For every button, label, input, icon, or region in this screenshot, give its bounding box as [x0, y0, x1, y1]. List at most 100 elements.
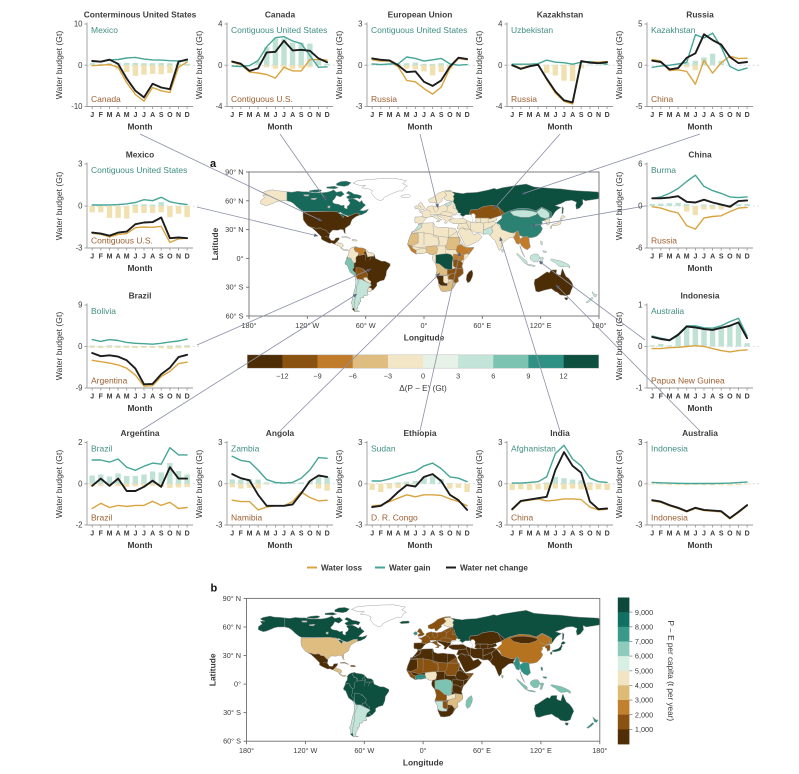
svg-text:3,000: 3,000 — [635, 696, 653, 705]
svg-text:Papua New Guinea: Papua New Guinea — [651, 376, 725, 386]
svg-text:M: M — [387, 531, 393, 538]
svg-text:Water budget (Gt): Water budget (Gt) — [54, 312, 64, 381]
svg-text:F: F — [659, 394, 664, 401]
svg-text:A: A — [290, 531, 295, 538]
svg-text:Month: Month — [267, 540, 292, 550]
svg-text:M: M — [527, 112, 533, 119]
svg-text:N: N — [176, 112, 181, 119]
svg-text:60° W: 60° W — [354, 746, 374, 755]
svg-text:180°: 180° — [591, 321, 606, 330]
svg-text:F: F — [659, 254, 664, 261]
svg-text:a: a — [210, 158, 217, 170]
svg-text:O: O — [447, 531, 453, 538]
svg-text:M: M — [684, 112, 690, 119]
svg-text:Water budget (Gt): Water budget (Gt) — [614, 172, 624, 241]
svg-text:A: A — [116, 112, 121, 119]
svg-text:A: A — [430, 531, 435, 538]
svg-text:J: J — [693, 112, 697, 119]
svg-text:3: 3 — [456, 372, 460, 381]
svg-text:0: 0 — [638, 61, 643, 70]
svg-text:J: J — [413, 531, 417, 538]
svg-text:D: D — [185, 112, 190, 119]
svg-text:0: 0 — [218, 479, 223, 488]
svg-text:60° S: 60° S — [223, 737, 241, 746]
svg-text:A: A — [536, 112, 541, 119]
svg-text:N: N — [456, 112, 461, 119]
svg-text:Water budget (Gt): Water budget (Gt) — [54, 31, 64, 100]
svg-text:-1: -1 — [636, 384, 643, 393]
svg-text:D: D — [605, 531, 610, 538]
svg-text:Canada: Canada — [265, 10, 296, 20]
svg-text:J: J — [702, 531, 706, 538]
svg-text:3: 3 — [358, 438, 362, 447]
svg-text:Canada: Canada — [91, 94, 121, 104]
svg-text:30° N: 30° N — [223, 651, 241, 660]
svg-text:60° N: 60° N — [225, 196, 243, 205]
svg-text:5: 5 — [638, 20, 643, 29]
svg-text:S: S — [579, 112, 584, 119]
svg-text:O: O — [167, 254, 173, 261]
svg-text:D: D — [185, 394, 190, 401]
svg-text:N: N — [316, 112, 321, 119]
svg-text:Latitude: Latitude — [208, 653, 218, 686]
svg-text:M: M — [544, 531, 550, 538]
svg-text:M: M — [667, 394, 673, 401]
svg-text:P − E per capita (t per year): P − E per capita (t per year) — [666, 620, 675, 721]
svg-text:M: M — [247, 531, 253, 538]
svg-text:Month: Month — [687, 403, 712, 413]
svg-text:J: J — [702, 394, 706, 401]
svg-text:J: J — [413, 112, 417, 119]
svg-text:S: S — [719, 531, 724, 538]
svg-text:F: F — [659, 112, 664, 119]
svg-text:M: M — [124, 112, 130, 119]
svg-text:S: S — [439, 531, 444, 538]
svg-text:0: 0 — [218, 61, 223, 70]
svg-text:M: M — [667, 112, 673, 119]
svg-text:D: D — [465, 531, 470, 538]
svg-text:J: J — [702, 254, 706, 261]
svg-text:N: N — [596, 531, 601, 538]
svg-text:N: N — [736, 394, 741, 401]
svg-text:90° N: 90° N — [225, 168, 243, 177]
svg-text:180°: 180° — [241, 321, 256, 330]
svg-text:Angola: Angola — [266, 428, 295, 438]
svg-text:A: A — [150, 254, 155, 261]
svg-text:F: F — [239, 531, 244, 538]
svg-text:D: D — [745, 394, 750, 401]
svg-text:S: S — [719, 394, 724, 401]
svg-text:F: F — [99, 112, 104, 119]
svg-text:-6: -6 — [636, 244, 643, 253]
svg-text:O: O — [167, 112, 173, 119]
svg-text:J: J — [650, 531, 654, 538]
svg-text:Water budget (Gt): Water budget (Gt) — [54, 450, 64, 519]
svg-text:A: A — [116, 394, 121, 401]
svg-text:3: 3 — [358, 20, 362, 29]
svg-text:M: M — [107, 254, 113, 261]
svg-text:A: A — [710, 112, 715, 119]
svg-text:M: M — [124, 394, 130, 401]
svg-text:S: S — [299, 112, 304, 119]
svg-text:J: J — [273, 531, 277, 538]
svg-text:Month: Month — [547, 122, 572, 132]
svg-text:Kazakhstan: Kazakhstan — [537, 10, 584, 20]
svg-text:-4: -4 — [496, 102, 504, 111]
svg-text:Brazil: Brazil — [91, 444, 112, 454]
svg-text:Indonesia: Indonesia — [680, 291, 719, 301]
svg-text:0: 0 — [638, 202, 643, 211]
svg-text:D: D — [745, 112, 750, 119]
svg-text:A: A — [116, 254, 121, 261]
svg-text:D: D — [325, 531, 330, 538]
svg-text:0: 0 — [78, 479, 83, 488]
svg-text:S: S — [719, 254, 724, 261]
svg-text:Water budget (Gt): Water budget (Gt) — [194, 450, 204, 519]
svg-text:J: J — [553, 531, 557, 538]
svg-text:Month: Month — [127, 122, 152, 132]
svg-text:M: M — [247, 112, 253, 119]
svg-text:F: F — [239, 112, 244, 119]
svg-text:J: J — [650, 394, 654, 401]
svg-text:Russia: Russia — [511, 94, 537, 104]
svg-text:−12: −12 — [276, 372, 288, 381]
svg-text:J: J — [702, 112, 706, 119]
svg-text:N: N — [456, 531, 461, 538]
svg-text:J: J — [650, 254, 654, 261]
